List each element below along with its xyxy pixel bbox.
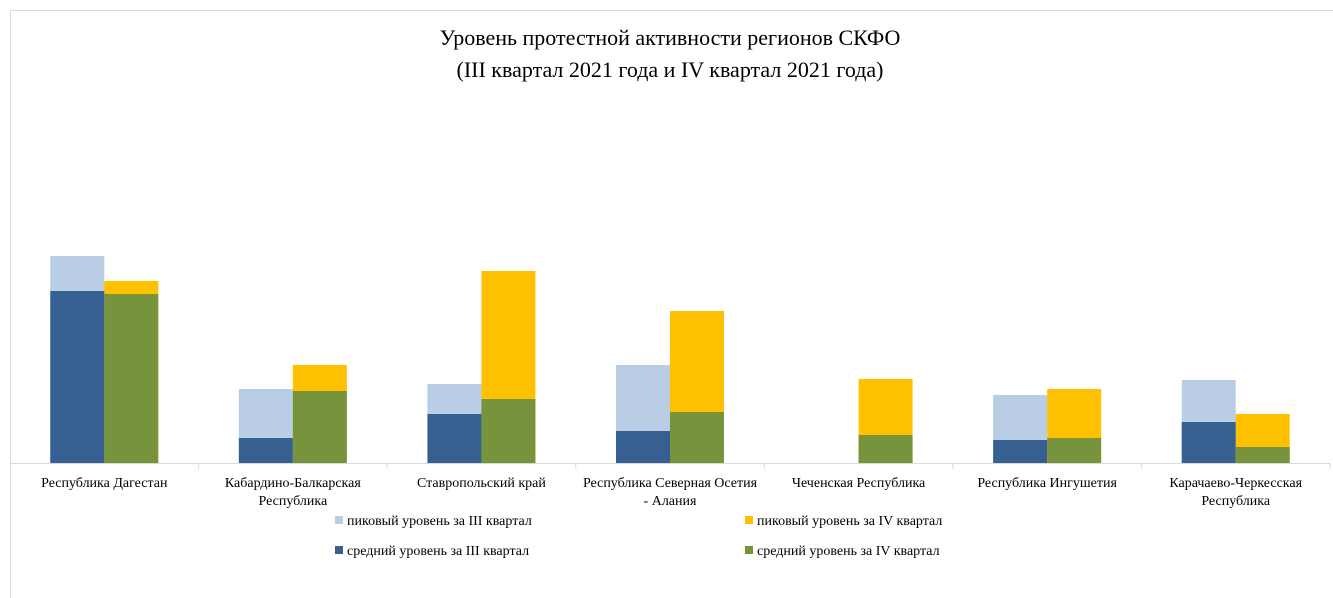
- legend-label: средний уровень за III квартал: [347, 544, 530, 559]
- legend-label: пиковый уровень за III квартал: [347, 514, 532, 529]
- legend-label: средний уровень за IV квартал: [757, 544, 940, 559]
- bar: [292, 391, 347, 463]
- bar: [616, 431, 670, 463]
- chart-title: Уровень протестной активности регионов С…: [440, 25, 901, 50]
- x-tick-label: Кабардино-Балкарская Республика: [224, 476, 361, 509]
- bar: [858, 435, 913, 463]
- bar: [1181, 422, 1236, 463]
- legend-label: пиковый уровень за IV квартал: [757, 514, 943, 529]
- bar: [50, 291, 105, 463]
- chart-subtitle: (III квартал 2021 года и IV квартал 2021…: [457, 57, 884, 82]
- bar: [1047, 438, 1102, 463]
- legend-item: пиковый уровень за IV квартал: [745, 513, 942, 531]
- legend-item: пиковый уровень за III квартал: [335, 513, 532, 531]
- legend-swatch: [745, 546, 753, 554]
- bar: [481, 399, 536, 463]
- x-tick-label: Республика Ингушетия: [977, 476, 1117, 491]
- x-tick-label: Карачаево-Черкесская Республика: [1169, 476, 1303, 509]
- legend-swatch: [745, 516, 753, 524]
- x-tick-label: Ставропольский край: [416, 476, 546, 491]
- bar: [104, 294, 159, 463]
- bar: [238, 438, 293, 463]
- legend-item: средний уровень за IV квартал: [745, 543, 940, 561]
- x-tick-label: Республика Дагестан: [41, 476, 168, 491]
- x-tick-label: Чеченская Республика: [791, 476, 926, 491]
- legend-swatch: [335, 516, 343, 524]
- bar: [1235, 447, 1290, 463]
- bar: [993, 440, 1048, 463]
- bar: [427, 414, 482, 463]
- bar: [670, 412, 724, 463]
- x-tick-label: Республика Северная Осетия - Алания: [582, 476, 758, 509]
- legend-item: средний уровень за III квартал: [335, 543, 529, 561]
- legend-swatch: [335, 546, 343, 554]
